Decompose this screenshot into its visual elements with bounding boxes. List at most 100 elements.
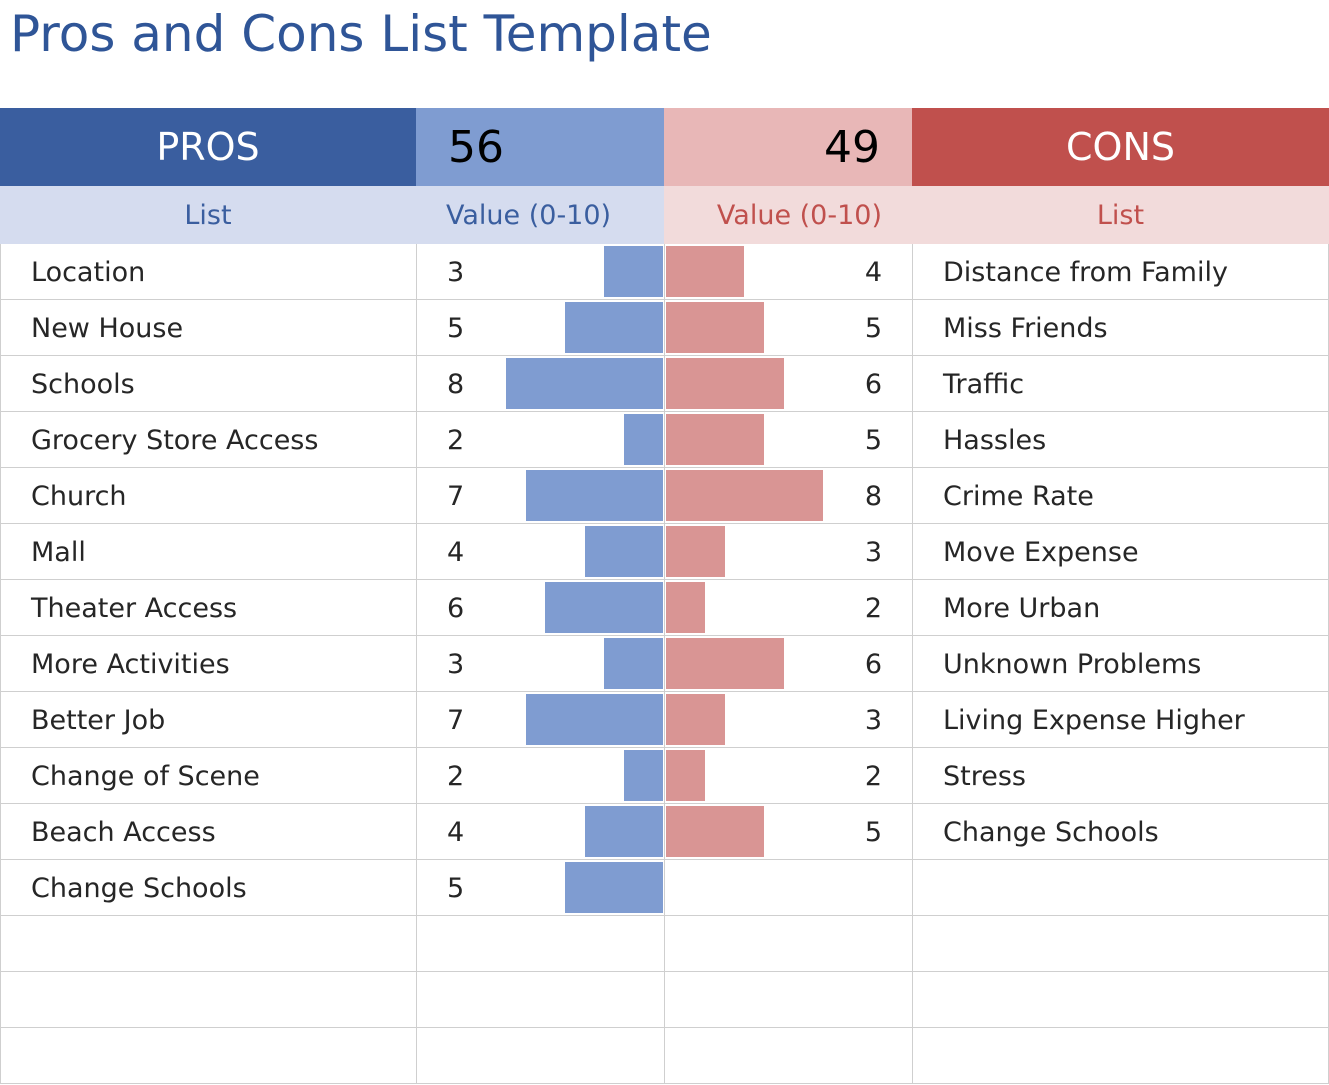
con-value-cell[interactable]: [664, 860, 912, 916]
cons-value-subheader[interactable]: Value (0-10): [664, 186, 912, 244]
pro-item-cell[interactable]: [0, 1028, 416, 1084]
pro-value-cell[interactable]: 3: [416, 244, 664, 300]
pro-item-cell[interactable]: New House: [0, 300, 416, 356]
pro-value-cell[interactable]: [416, 972, 664, 1028]
con-item-cell[interactable]: [912, 916, 1329, 972]
pro-value-cell[interactable]: 2: [416, 748, 664, 804]
table-row: Change Schools 5: [0, 860, 1329, 916]
pro-value-cell[interactable]: 2: [416, 412, 664, 468]
page-title: Pros and Cons List Template: [10, 5, 712, 63]
pro-value-bar: [545, 582, 663, 633]
con-item-cell[interactable]: Traffic: [912, 356, 1329, 412]
table-row: [0, 916, 1329, 972]
table-row: [0, 1028, 1329, 1084]
con-value-cell[interactable]: 5: [664, 804, 912, 860]
con-item-cell[interactable]: [912, 1028, 1329, 1084]
pro-item-cell[interactable]: Location: [0, 244, 416, 300]
pro-value-cell[interactable]: 4: [416, 524, 664, 580]
pro-value-cell[interactable]: 6: [416, 580, 664, 636]
cons-header[interactable]: CONS: [912, 108, 1329, 186]
pro-item-cell[interactable]: [0, 916, 416, 972]
pros-value-subheader[interactable]: Value (0-10): [416, 186, 664, 244]
pro-item-cell[interactable]: Church: [0, 468, 416, 524]
pro-value: 5: [447, 872, 465, 904]
con-value-cell[interactable]: 4: [664, 244, 912, 300]
con-value-bar: [666, 470, 823, 521]
pro-item-cell[interactable]: Schools: [0, 356, 416, 412]
pro-item-cell[interactable]: Grocery Store Access: [0, 412, 416, 468]
pro-item-cell[interactable]: [0, 972, 416, 1028]
con-value-bar: [666, 582, 705, 633]
pro-value-cell[interactable]: [416, 1028, 664, 1084]
con-value-cell[interactable]: 2: [664, 580, 912, 636]
con-item-cell[interactable]: [912, 972, 1329, 1028]
con-value: 5: [864, 312, 882, 344]
con-value-cell[interactable]: 8: [664, 468, 912, 524]
con-item-cell[interactable]: Living Expense Higher: [912, 692, 1329, 748]
pro-value-cell[interactable]: [416, 916, 664, 972]
table-row: [0, 972, 1329, 1028]
con-value-cell[interactable]: [664, 916, 912, 972]
table-row: Change of Scene 2 2 Stress: [0, 748, 1329, 804]
con-value: 4: [864, 256, 882, 288]
table-row: Beach Access 4 5 Change Schools: [0, 804, 1329, 860]
pro-value-bar: [565, 862, 663, 913]
table-body: Location 3 4 Distance from Family New House 5…: [0, 244, 1329, 1084]
pro-value-cell[interactable]: 7: [416, 692, 664, 748]
pro-value-bar: [506, 358, 663, 409]
con-value-cell[interactable]: 3: [664, 692, 912, 748]
table-row: Mall 4 3 Move Expense: [0, 524, 1329, 580]
con-value-cell[interactable]: 6: [664, 356, 912, 412]
pro-value: 2: [447, 760, 465, 792]
con-value: 6: [864, 648, 882, 680]
table-row: Better Job 7 3 Living Expense Higher: [0, 692, 1329, 748]
con-value: 2: [864, 592, 882, 624]
pro-value-cell[interactable]: 3: [416, 636, 664, 692]
pro-value: 7: [447, 704, 465, 736]
pro-item-cell[interactable]: Change Schools: [0, 860, 416, 916]
con-value-cell[interactable]: 2: [664, 748, 912, 804]
con-value-bar: [666, 246, 744, 297]
pro-item-cell[interactable]: Theater Access: [0, 580, 416, 636]
pro-item-cell[interactable]: More Activities: [0, 636, 416, 692]
cons-total[interactable]: 49: [664, 108, 912, 186]
pros-list-subheader[interactable]: List: [0, 186, 416, 244]
con-item-cell[interactable]: Distance from Family: [912, 244, 1329, 300]
con-item-cell[interactable]: More Urban: [912, 580, 1329, 636]
con-item-cell[interactable]: Stress: [912, 748, 1329, 804]
con-item-cell[interactable]: Hassles: [912, 412, 1329, 468]
pro-value-cell[interactable]: 5: [416, 860, 664, 916]
pro-value-bar: [526, 694, 663, 745]
con-item-cell[interactable]: [912, 860, 1329, 916]
con-item-cell[interactable]: Unknown Problems: [912, 636, 1329, 692]
pro-item-cell[interactable]: Mall: [0, 524, 416, 580]
con-item-cell[interactable]: Change Schools: [912, 804, 1329, 860]
pro-item-cell[interactable]: Change of Scene: [0, 748, 416, 804]
cons-list-subheader[interactable]: List: [912, 186, 1329, 244]
con-item-cell[interactable]: Move Expense: [912, 524, 1329, 580]
pros-total[interactable]: 56: [416, 108, 664, 186]
con-value-cell[interactable]: 6: [664, 636, 912, 692]
con-value-cell[interactable]: [664, 972, 912, 1028]
con-value-cell[interactable]: 5: [664, 300, 912, 356]
pro-value-bar: [604, 638, 663, 689]
con-item-cell[interactable]: Crime Rate: [912, 468, 1329, 524]
con-value-cell[interactable]: [664, 1028, 912, 1084]
pro-value-cell[interactable]: 8: [416, 356, 664, 412]
con-value-bar: [666, 526, 725, 577]
table-row: Theater Access 6 2 More Urban: [0, 580, 1329, 636]
con-value-cell[interactable]: 5: [664, 412, 912, 468]
pro-value-bar: [585, 526, 663, 577]
con-item-cell[interactable]: Miss Friends: [912, 300, 1329, 356]
pro-value-cell[interactable]: 5: [416, 300, 664, 356]
pro-item-cell[interactable]: Better Job: [0, 692, 416, 748]
pros-header[interactable]: PROS: [0, 108, 416, 186]
pro-value: 4: [447, 816, 465, 848]
pro-value-cell[interactable]: 4: [416, 804, 664, 860]
pro-item-cell[interactable]: Beach Access: [0, 804, 416, 860]
pro-value-bar: [585, 806, 663, 857]
pro-value-cell[interactable]: 7: [416, 468, 664, 524]
con-value-cell[interactable]: 3: [664, 524, 912, 580]
table-row: New House 5 5 Miss Friends: [0, 300, 1329, 356]
con-value: 8: [864, 480, 882, 512]
